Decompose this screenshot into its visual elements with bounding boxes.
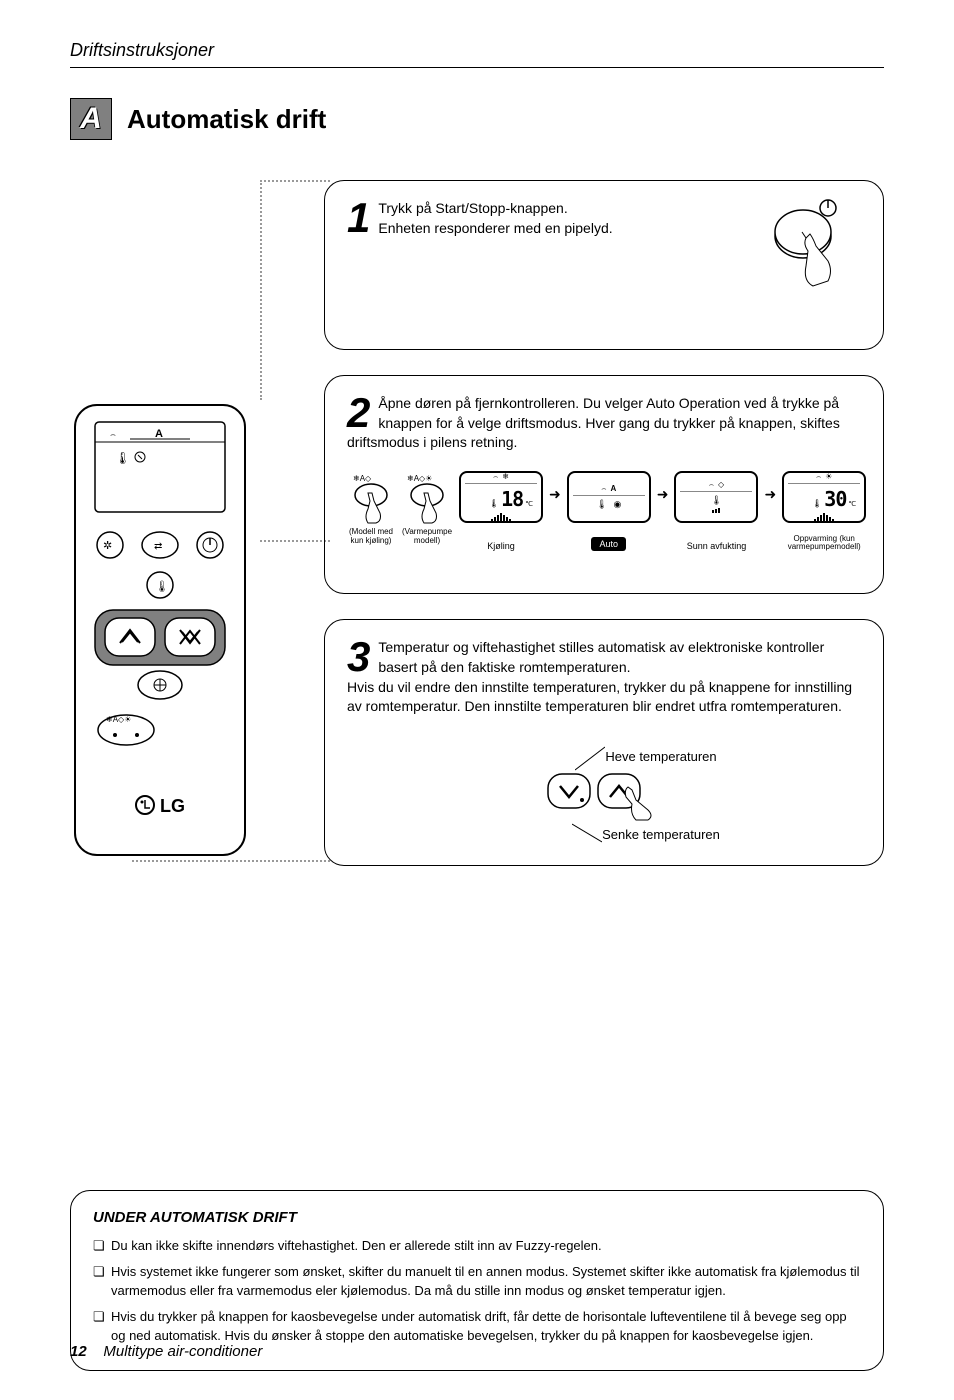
line-to-raise: [575, 742, 605, 772]
raise-label: Heve temperaturen: [605, 749, 716, 764]
power-button-illustration: [758, 196, 858, 296]
press-cooling-only: ❄A◇ (Modell med kun kjøling): [347, 471, 395, 546]
content-area: ⌢ A 🌡 ✲ ⇄ 🌡: [70, 180, 884, 1180]
dehum-label: Sunn avfukting: [674, 541, 758, 551]
steps-column: 1 Trykk på Start/Stopp-knappen. Enheten …: [324, 180, 884, 891]
dotted-connector: [260, 180, 330, 182]
temp-down-button: [546, 772, 592, 810]
screen-auto: ⌢A 🌡 ◉ Auto: [567, 471, 651, 523]
bottom-list: Du kan ikke skifte innendørs viftehastig…: [93, 1236, 861, 1346]
step-2-box: 2 Åpne døren på fjernkontrolleren. Du ve…: [324, 375, 884, 594]
svg-text:⇄: ⇄: [154, 541, 162, 552]
heating-label: Oppvarming (kun varmepumpemodell): [782, 535, 866, 551]
page-header: Driftsinstruksjoner: [70, 40, 884, 68]
lower-label: Senke temperaturen: [602, 827, 720, 842]
press-heatpump: ❄A◇☀ (Varmepumpe modell): [401, 471, 453, 546]
remote-mode-strip: ❄A◇☀: [106, 715, 131, 724]
footer-text: Multitype air-conditioner: [103, 1343, 262, 1360]
step-3-box: 3 Temperatur og viftehastighet stilles a…: [324, 619, 884, 865]
mode-icon-letter: A: [80, 102, 102, 136]
icon-strip-short: ❄A◇: [353, 474, 372, 483]
step-1-number: 1: [347, 199, 370, 237]
step-3-text: Temperatur og viftehastighet stilles aut…: [347, 638, 865, 716]
remote-control-illustration: ⌢ A 🌡 ✲ ⇄ 🌡: [70, 400, 250, 860]
bottom-item-2: Hvis systemet ikke fungerer som ønsket, …: [93, 1262, 861, 1301]
svg-text:🌡: 🌡: [155, 580, 169, 593]
heating-value: 30: [824, 487, 846, 511]
step-2-text: Åpne døren på fjernkontrolleren. Du velg…: [347, 394, 865, 453]
remote-column: ⌢ A 🌡 ✲ ⇄ 🌡: [70, 400, 270, 865]
line-to-lower: [572, 822, 602, 847]
auto-label: Auto: [591, 537, 626, 551]
svg-text:🌡: 🌡: [115, 451, 130, 465]
screen-heating: ⌢☀ 🌡 30 ℃ Oppvarming (kun varmepumpemode…: [782, 471, 866, 523]
temp-adjust-diagram: Heve temperaturen: [347, 742, 865, 847]
bottom-title: UNDER AUTOMATISK DRIFT: [93, 1209, 861, 1226]
arrow-icon: ➜: [764, 486, 776, 503]
step-1-text: Trykk på Start/Stopp-knappen. Enheten re…: [347, 199, 647, 238]
press1-label: (Modell med kun kjøling): [347, 528, 395, 546]
mode-diagram: ❄A◇ (Modell med kun kjøling) ❄A◇☀ (Varme…: [347, 471, 865, 546]
temp-buttons-row: [546, 772, 666, 822]
title-row: A Automatisk drift: [70, 98, 884, 140]
step-2-number: 2: [347, 394, 370, 432]
arrow-icon: ➜: [657, 486, 669, 503]
main-title: Automatisk drift: [127, 104, 326, 135]
svg-text:A: A: [155, 428, 163, 440]
cooling-label: Kjøling: [459, 541, 543, 551]
step-1-box: 1 Trykk på Start/Stopp-knappen. Enheten …: [324, 180, 884, 350]
mode-icon: A: [70, 98, 112, 140]
dotted-connector: [260, 180, 262, 400]
footer-page-number: 12: [70, 1343, 87, 1360]
cooling-value: 18: [501, 487, 523, 511]
bottom-item-3: Hvis du trykker på knappen for kaosbeveg…: [93, 1307, 861, 1346]
svg-text:✲: ✲: [103, 540, 112, 552]
temp-up-button-with-hand: [596, 772, 666, 822]
screen-cooling: ⌢❄ 🌡 18 ℃ Kjøling: [459, 471, 543, 523]
page-footer: 12 Multitype air-conditioner: [70, 1343, 262, 1360]
icon-strip-long: ❄A◇☀: [407, 474, 432, 483]
remote-brand: LG: [160, 796, 185, 816]
step-3-number: 3: [347, 638, 370, 676]
press2-label: (Varmepumpe modell): [401, 528, 453, 546]
screen-dehum: ⌢◇ 🌡 Sunn avfukting: [674, 471, 758, 523]
svg-text:⌢: ⌢: [110, 429, 116, 439]
bottom-item-1: Du kan ikke skifte innendørs viftehastig…: [93, 1236, 861, 1256]
dotted-connector: [260, 540, 330, 542]
arrow-icon: ➜: [549, 486, 561, 503]
